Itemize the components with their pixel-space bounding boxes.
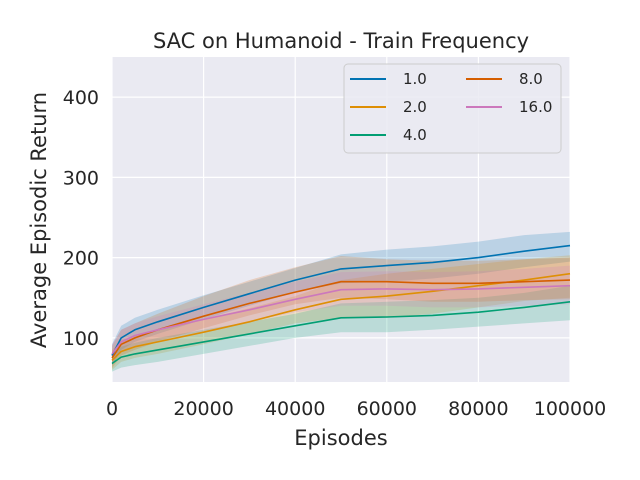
series-lines <box>111 244 571 365</box>
x-tick-label: 20000 <box>173 398 233 420</box>
series-band-8.0 <box>112 256 570 369</box>
y-tick-label: 100 <box>63 328 99 350</box>
x-tick-label: 0 <box>106 398 118 420</box>
x-tick-label: 100000 <box>534 398 607 420</box>
series-line-2.0 <box>111 272 571 361</box>
x-tick-labels: 0 20000 40000 60000 80000 100000 <box>106 398 606 420</box>
series-line-4.0 <box>111 301 571 365</box>
x-tick-label: 40000 <box>265 398 325 420</box>
chart-title: SAC on Humanoid - Train Frequency <box>153 29 529 53</box>
series-line-1.0 <box>111 244 571 356</box>
legend: 1.0 2.0 4.0 8.0 16.0 <box>343 63 562 154</box>
x-axis-label: Episodes <box>294 426 387 450</box>
legend-label-2.0: 2.0 <box>403 98 427 116</box>
series-line-8.0 <box>111 279 571 359</box>
legend-label-16.0: 16.0 <box>519 98 552 116</box>
y-tick-label: 200 <box>63 248 99 270</box>
x-tick-label: 60000 <box>357 398 417 420</box>
y-tick-label: 300 <box>63 167 99 189</box>
legend-frame <box>343 63 562 154</box>
x-tick-label: 80000 <box>448 398 508 420</box>
series-line-16.0 <box>111 284 571 355</box>
y-tick-labels: 100 200 300 400 <box>63 87 99 350</box>
legend-label-1.0: 1.0 <box>403 70 427 88</box>
y-tick-label: 400 <box>63 87 99 109</box>
series-band-4.0 <box>112 285 570 372</box>
series-band-1.0 <box>112 231 570 366</box>
legend-label-4.0: 4.0 <box>403 126 427 144</box>
legend-label-8.0: 8.0 <box>519 70 543 88</box>
y-axis-label: Average Episodic Return <box>27 92 51 348</box>
